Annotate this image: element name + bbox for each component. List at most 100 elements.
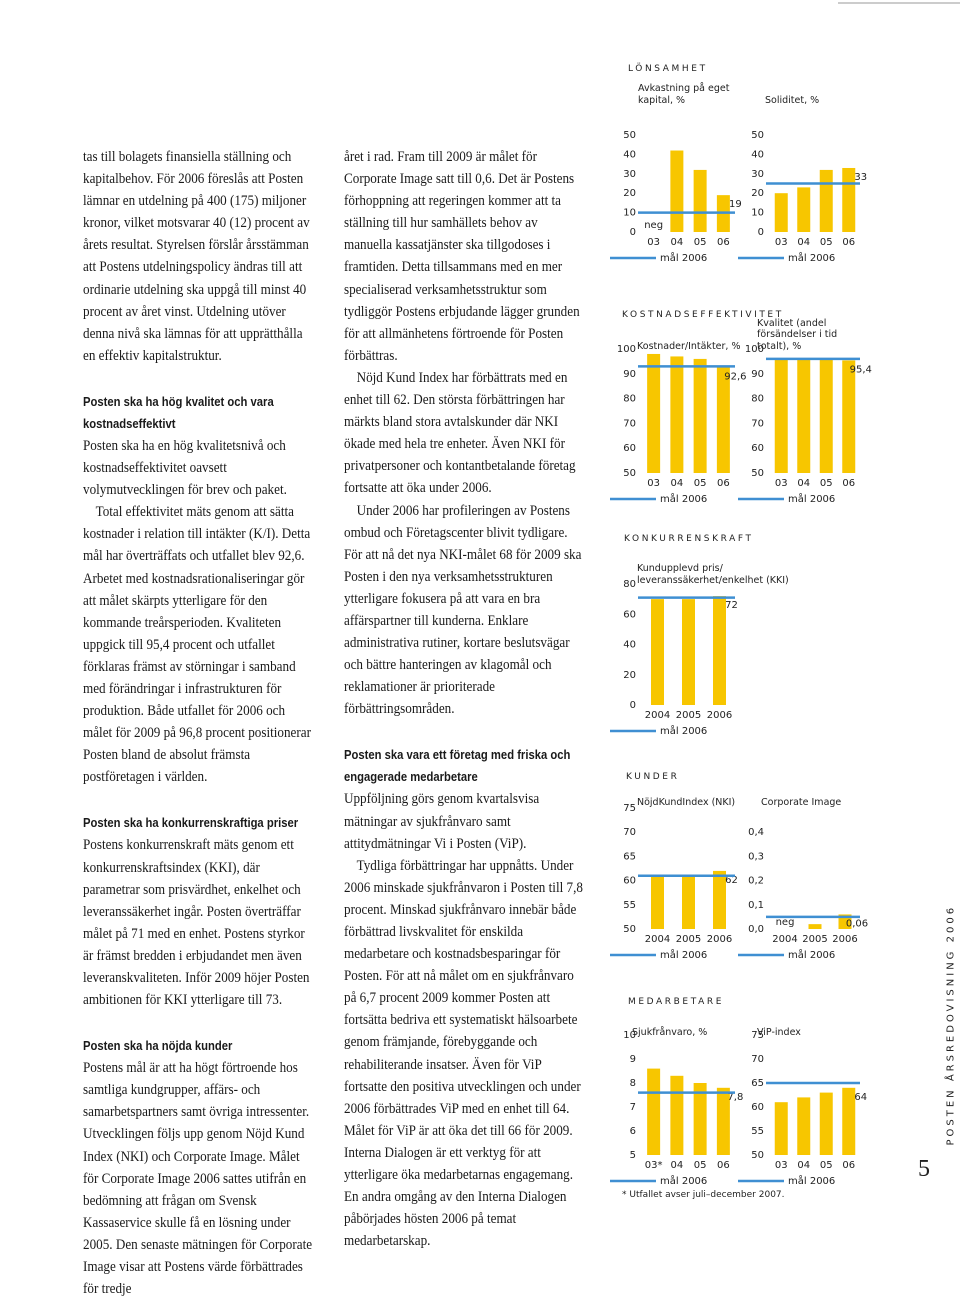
y-tick-label: 20 [623,188,636,199]
bar [693,169,707,232]
y-tick-label: 6 [630,1126,636,1137]
legend-label: mål 2006 [788,948,835,961]
x-tick-label: 06 [842,478,855,489]
y-tick-label: 50 [751,130,764,141]
bar [670,1075,684,1155]
section-label: MEDARBETARE [628,997,724,1007]
page-number: 5 [918,1156,930,1182]
y-tick-label: 0 [758,227,764,238]
heading: Posten ska ha hög kvalitet och vara kost… [83,394,274,431]
heading: Posten ska vara ett företag med friska o… [344,748,571,785]
chart-title: NöjdKundIndex (NKI) [637,796,736,808]
chart-title: Sjukfrånvaro, % [632,1026,708,1038]
y-tick-label: 60 [751,443,764,454]
x-tick-label: 04 [671,1160,684,1171]
y-tick-label: 0,3 [748,851,764,862]
x-tick-label: 03 [775,237,788,248]
x-tick-label: 06 [842,1160,855,1171]
y-tick-label: 70 [623,418,636,429]
x-tick-label: 03 [647,478,660,489]
bar [842,1087,856,1155]
y-tick-label: 5 [630,1150,636,1161]
paragraph: Posten ska ha en hög kvalitetsnivå och k… [83,437,287,499]
x-tick-label: 05 [694,478,707,489]
y-tick-label: 40 [623,149,636,160]
y-tick-label: 0,2 [748,876,764,887]
x-tick-label: 03 [647,237,660,248]
y-tick-label: 20 [751,188,764,199]
x-tick-label: 06 [842,237,855,248]
bar [713,870,726,929]
y-tick-label: 9 [630,1054,636,1065]
x-tick-label: 05 [694,237,707,248]
left-column: tas till bolagets finansiella ställning … [83,146,315,1300]
bar [693,358,707,473]
x-tick-label: 2006 [707,710,732,721]
bar [797,358,811,473]
heading: Posten ska ha nöjda kunder [83,1039,233,1054]
legend-label: mål 2006 [788,492,835,505]
x-tick-label: 2006 [707,934,732,945]
x-tick-label: 2005 [676,934,701,945]
y-tick-label: 80 [623,394,636,405]
bar [797,187,811,232]
y-tick-label: 80 [751,394,764,405]
bar [716,1087,730,1155]
side-text: Posten Årsredovisning 2006 [945,904,957,1146]
y-tick-label: 70 [751,1054,764,1065]
x-tick-label: 04 [797,478,810,489]
bar [774,193,788,232]
bar [819,169,833,232]
bar [670,150,684,232]
y-tick-label: 75 [623,803,636,814]
y-tick-label: 50 [623,130,636,141]
y-tick-label: 100 [617,344,636,355]
legend-label: mål 2006 [660,724,707,737]
bar [808,924,822,929]
x-tick-label: 2005 [802,934,827,945]
y-tick-label: 80 [623,579,636,590]
value-label: 62 [725,875,738,886]
x-tick-label: 03 [775,478,788,489]
heading: Posten ska ha konkurrenskraftiga priser [83,816,299,831]
x-tick-label: 05 [820,237,833,248]
paragraph: Uppföljning görs genom kvartalsvisa mätn… [344,791,540,852]
y-tick-label: 90 [751,369,764,380]
x-tick-label: 2004 [645,710,670,721]
bar [647,353,661,473]
x-tick-label: 03 [775,1160,788,1171]
value-label: neg [776,917,795,928]
section-label: KUNDER [626,772,680,782]
y-tick-label: 50 [623,468,636,479]
y-tick-label: 50 [751,1150,764,1161]
y-tick-label: 0 [630,227,636,238]
value-label: 33 [854,172,867,183]
bar [819,1092,833,1155]
paragraph: tas till bolagets finansiella ställning … [83,149,310,364]
y-tick-label: 55 [623,900,636,911]
y-tick-label: 60 [623,443,636,454]
chart-title: Avkastning på eget kapital, % [638,83,730,106]
y-tick-label: 0 [630,700,636,711]
legend-label: mål 2006 [660,948,707,961]
y-tick-label: 50 [623,924,636,935]
y-tick-label: 60 [623,876,636,887]
y-tick-label: 55 [751,1126,764,1137]
value-label: 7,8 [727,1092,743,1103]
bar [651,875,664,929]
x-tick-label: 2006 [832,934,857,945]
y-tick-label: 100 [745,344,764,355]
y-tick-label: 0,1 [748,900,764,911]
y-tick-label: 20 [623,670,636,681]
x-tick-label: 06 [717,1160,730,1171]
legend-label: mål 2006 [660,251,707,264]
paragraph: Postens konkurrenskraft mäts genom ett k… [83,837,310,1009]
x-tick-label: 05 [694,1160,707,1171]
bar [819,358,833,473]
bar [670,356,684,473]
value-label: 92,6 [724,371,746,382]
y-tick-label: 60 [623,609,636,620]
section-label: KOSTNADSEFFEKTIVITET [622,310,784,320]
y-tick-label: 70 [751,418,764,429]
